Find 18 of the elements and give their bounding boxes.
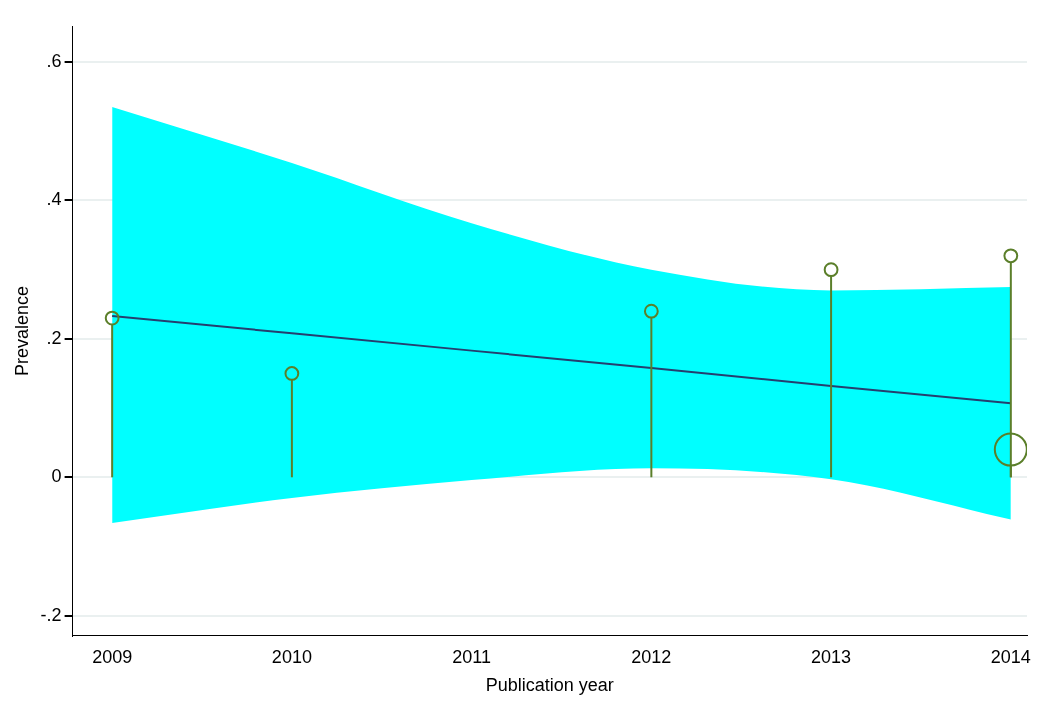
y-axis-title: Prevalence xyxy=(11,285,32,376)
x-axis-title: Publication year xyxy=(485,675,614,696)
x-tick-label: 2009 xyxy=(92,646,133,667)
x-tick-label: 2014 xyxy=(990,646,1031,667)
x-tick-label: 2013 xyxy=(811,646,852,667)
x-tick-label: 2011 xyxy=(452,646,491,667)
point xyxy=(1003,248,1019,264)
y-tick-label: .6 xyxy=(46,50,62,71)
point xyxy=(643,303,659,319)
point xyxy=(104,310,120,326)
y-tick-label: -.2 xyxy=(40,604,62,625)
point xyxy=(823,262,839,278)
y-tick-label: 0 xyxy=(51,466,62,487)
x-tick-label: 2012 xyxy=(631,646,672,667)
point xyxy=(284,366,300,381)
y-tick-label: .4 xyxy=(46,189,62,210)
x-tick-label: 2010 xyxy=(271,646,312,667)
y-tick-label: .2 xyxy=(46,327,62,348)
